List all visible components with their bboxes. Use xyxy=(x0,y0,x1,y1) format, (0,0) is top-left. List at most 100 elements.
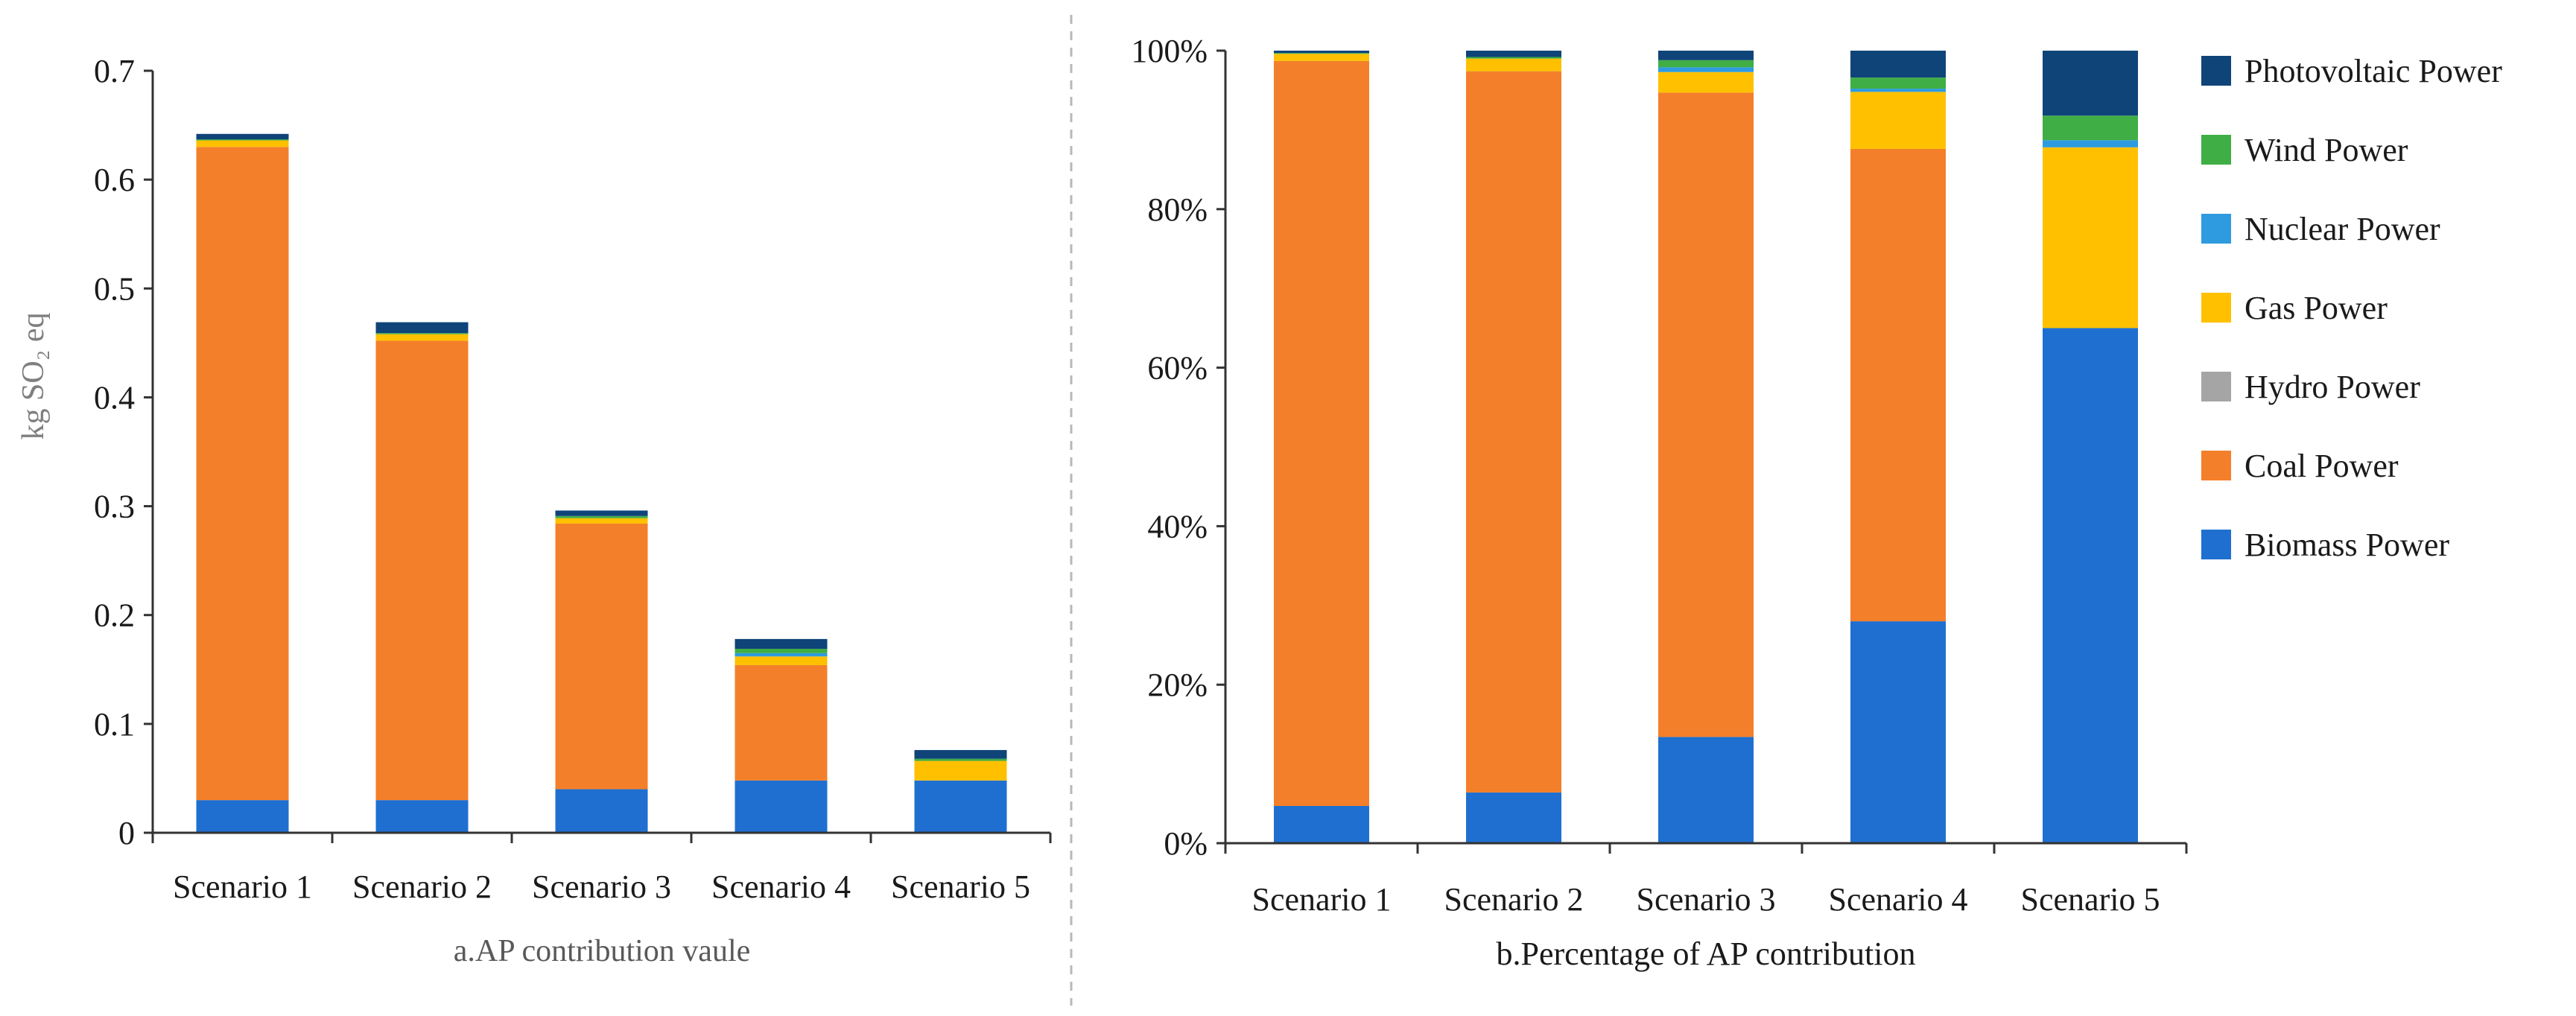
a-x-tick-label: Scenario 3 xyxy=(532,869,671,905)
panel-a-bars xyxy=(196,133,1007,833)
a-x-tick-label: Scenario 2 xyxy=(352,869,492,905)
a-y-tick-label: 0.4 xyxy=(94,379,135,416)
b-bar-wind-power-scenario-4 xyxy=(1850,77,1946,89)
b-y-tick-label: 40% xyxy=(1147,508,1208,544)
b-bar-biomass-power-scenario-5 xyxy=(2043,328,2138,843)
a-bar-gas-power-scenario-3 xyxy=(555,518,648,524)
panel-b-bars xyxy=(1274,51,2138,843)
a-bar-coal-power-scenario-2 xyxy=(375,340,469,801)
legend-swatch-biomass-power xyxy=(2201,530,2231,559)
b-y-tick-label: 0% xyxy=(1164,825,1208,862)
b-x-tick-label: Scenario 2 xyxy=(1444,881,1584,918)
b-x-tick-label: Scenario 5 xyxy=(2021,881,2160,918)
a-bar-biomass-power-scenario-2 xyxy=(375,800,469,833)
panel-a-y-axis-label: kg SO₂ eq xyxy=(16,313,51,440)
legend-label-nuclear-power: Nuclear Power xyxy=(2245,211,2440,247)
b-x-tick-label: Scenario 1 xyxy=(1252,881,1392,918)
a-bar-biomass-power-scenario-5 xyxy=(914,780,1007,833)
a-bar-gas-power-scenario-5 xyxy=(914,761,1007,781)
a-bar-gas-power-scenario-1 xyxy=(196,140,289,147)
a-bar-wind-power-scenario-4 xyxy=(735,649,828,653)
panel-b-ticks: 0% 20% 40% 60% 80% 100% Scenario 1 Scenario 2 Sc… xyxy=(1131,33,2188,918)
chart-panel-a: 0 0.1 0.2 0.3 0.4 0.5 0.6 0.7 Scenario 1 Scenario… xyxy=(16,53,1052,968)
a-bar-photovoltaic-power-scenario-5 xyxy=(914,749,1007,759)
a-bar-gas-power-scenario-4 xyxy=(735,656,828,665)
panel-a-caption: a.AP contribution vaule xyxy=(454,934,751,968)
b-bar-biomass-power-scenario-1 xyxy=(1274,805,1369,843)
a-bar-biomass-power-scenario-1 xyxy=(196,800,289,833)
legend-swatch-wind-power xyxy=(2201,135,2231,165)
a-y-tick-label: 0.1 xyxy=(94,706,135,743)
b-bar-coal-power-scenario-4 xyxy=(1850,148,1946,622)
b-x-tick-label: Scenario 4 xyxy=(1829,881,1968,918)
b-bar-photovoltaic-power-scenario-1 xyxy=(1274,51,1369,54)
b-bar-wind-power-scenario-3 xyxy=(1658,60,1754,68)
b-bar-gas-power-scenario-5 xyxy=(2043,147,2138,328)
b-bar-photovoltaic-power-scenario-3 xyxy=(1658,51,1754,60)
a-bar-wind-power-scenario-5 xyxy=(914,758,1007,761)
a-bar-photovoltaic-power-scenario-3 xyxy=(555,510,648,516)
b-bar-nuclear-power-scenario-3 xyxy=(1658,67,1754,72)
panel-a-ticks: 0 0.1 0.2 0.3 0.4 0.5 0.6 0.7 Scenario 1 Scenario… xyxy=(94,53,1052,905)
a-y-tick-label: 0.5 xyxy=(94,270,135,307)
b-bar-wind-power-scenario-2 xyxy=(1466,57,1561,59)
a-bar-coal-power-scenario-4 xyxy=(735,664,828,781)
legend-label-biomass-power: Biomass Power xyxy=(2245,527,2449,563)
a-bar-coal-power-scenario-3 xyxy=(555,523,648,790)
a-bar-wind-power-scenario-2 xyxy=(375,333,469,334)
a-y-tick-label: 0.6 xyxy=(94,162,135,198)
b-bar-coal-power-scenario-1 xyxy=(1274,60,1369,806)
b-bar-wind-power-scenario-5 xyxy=(2043,115,2138,141)
b-bar-coal-power-scenario-2 xyxy=(1466,71,1561,793)
b-bar-gas-power-scenario-3 xyxy=(1658,72,1754,93)
legend-swatch-gas-power xyxy=(2201,293,2231,323)
a-bar-nuclear-power-scenario-4 xyxy=(735,653,828,657)
a-bar-biomass-power-scenario-4 xyxy=(735,780,828,833)
b-bar-nuclear-power-scenario-5 xyxy=(2043,140,2138,147)
legend-label-photovoltaic-power: Photovoltaic Power xyxy=(2245,53,2502,89)
legend-swatch-nuclear-power xyxy=(2201,214,2231,244)
b-x-tick-label: Scenario 3 xyxy=(1637,881,1776,918)
a-bar-biomass-power-scenario-3 xyxy=(555,789,648,833)
legend-swatch-photovoltaic-power xyxy=(2201,56,2231,86)
a-bar-gas-power-scenario-2 xyxy=(375,334,469,341)
legend-label-coal-power: Coal Power xyxy=(2245,448,2399,484)
a-x-tick-label: Scenario 1 xyxy=(173,869,312,905)
b-bar-biomass-power-scenario-2 xyxy=(1466,792,1561,843)
legend-label-gas-power: Gas Power xyxy=(2245,290,2388,326)
b-bar-nuclear-power-scenario-4 xyxy=(1850,89,1946,92)
a-x-tick-label: Scenario 5 xyxy=(891,869,1030,905)
panel-b-caption: b.Percentage of AP contribution xyxy=(1497,936,1916,972)
legend-swatch-coal-power xyxy=(2201,451,2231,480)
b-bar-wind-power-scenario-1 xyxy=(1274,53,1369,54)
b-y-tick-label: 100% xyxy=(1131,33,1208,69)
b-y-tick-label: 80% xyxy=(1147,191,1208,228)
a-y-tick-label: 0.2 xyxy=(94,597,135,634)
a-y-tick-label: 0.3 xyxy=(94,489,135,525)
a-bar-photovoltaic-power-scenario-4 xyxy=(735,638,828,650)
chart-panel-b: 0% 20% 40% 60% 80% 100% Scenario 1 Scenario 2 Sc… xyxy=(1131,33,2502,972)
a-bar-photovoltaic-power-scenario-2 xyxy=(375,322,469,334)
a-y-tick-label: 0.7 xyxy=(94,53,135,89)
a-bar-photovoltaic-power-scenario-1 xyxy=(196,133,289,140)
legend: Photovoltaic Power Wind Power Nuclear Powe… xyxy=(2201,53,2502,563)
b-bar-biomass-power-scenario-4 xyxy=(1850,621,1946,843)
a-y-tick-label: 0 xyxy=(118,815,135,851)
b-y-tick-label: 20% xyxy=(1147,667,1208,703)
a-bar-coal-power-scenario-1 xyxy=(196,147,289,801)
b-bar-gas-power-scenario-4 xyxy=(1850,92,1946,149)
b-bar-gas-power-scenario-2 xyxy=(1466,58,1561,72)
a-x-tick-label: Scenario 4 xyxy=(711,869,851,905)
a-bar-wind-power-scenario-1 xyxy=(196,139,289,141)
legend-swatch-hydro-power xyxy=(2201,372,2231,401)
b-bar-gas-power-scenario-1 xyxy=(1274,54,1369,61)
a-bar-wind-power-scenario-3 xyxy=(555,515,648,518)
b-bar-photovoltaic-power-scenario-2 xyxy=(1466,51,1561,57)
b-bar-biomass-power-scenario-3 xyxy=(1658,737,1754,843)
b-y-tick-label: 60% xyxy=(1147,350,1208,387)
legend-label-hydro-power: Hydro Power xyxy=(2245,369,2420,405)
b-bar-photovoltaic-power-scenario-5 xyxy=(2043,51,2138,116)
b-bar-coal-power-scenario-3 xyxy=(1658,92,1754,737)
legend-label-wind-power: Wind Power xyxy=(2245,132,2408,168)
